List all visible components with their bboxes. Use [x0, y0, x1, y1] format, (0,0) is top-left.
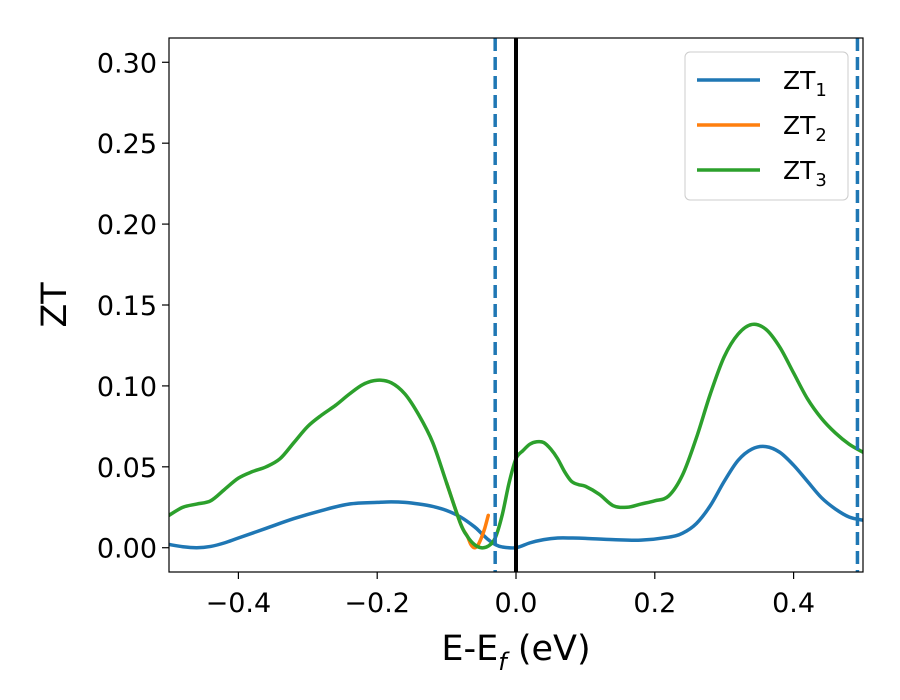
x-axis-label: E-Ef (eV)	[441, 629, 590, 676]
y-tick-label: 0.20	[97, 210, 157, 241]
legend-label-zt2: ZT2	[783, 111, 827, 146]
y-tick-label: 0.00	[97, 534, 157, 565]
x-tick-label: −0.4	[206, 588, 272, 619]
x-tick-label: −0.2	[344, 588, 410, 619]
y-tick-label: 0.10	[97, 372, 157, 403]
x-tick-label: 0.2	[633, 588, 676, 619]
x-tick-label: 0.4	[772, 588, 815, 619]
legend-label-zt3: ZT3	[783, 156, 827, 191]
x-axis: −0.4 −0.2 0.0 0.2 0.4	[206, 572, 815, 619]
y-tick-label: 0.15	[97, 291, 157, 322]
legend-label-zt1: ZT1	[783, 66, 827, 101]
y-tick-label: 0.05	[97, 453, 157, 484]
legend: ZT1 ZT2 ZT3	[684, 51, 849, 201]
y-tick-label: 0.30	[97, 48, 157, 79]
y-axis: 0.00 0.05 0.10 0.15 0.20 0.25 0.30	[97, 48, 169, 565]
vertical-reference-lines	[493, 38, 860, 572]
legend-box	[684, 51, 849, 201]
series-line-zt3	[169, 322, 863, 550]
y-axis-label: ZT	[35, 282, 75, 328]
x-tick-label: 0.0	[495, 588, 538, 619]
y-tick-label: 0.25	[97, 129, 157, 160]
